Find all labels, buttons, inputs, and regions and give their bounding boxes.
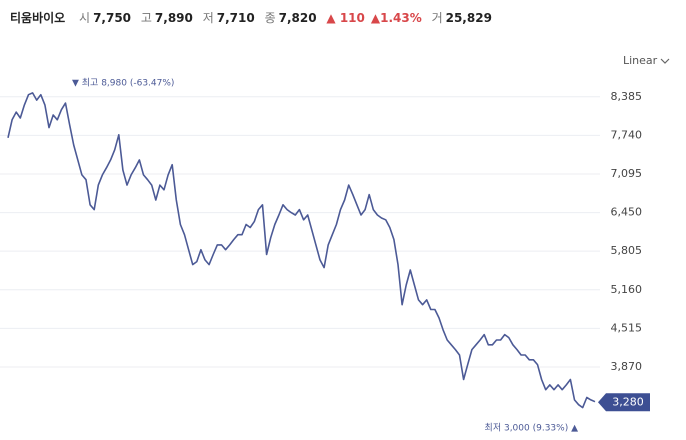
price-line xyxy=(7,92,596,409)
y-tick-label: 5,805 xyxy=(611,244,643,257)
current-price-box xyxy=(598,393,650,412)
high-annotation: ▼ 최고 8,980 (-63.47%) xyxy=(72,78,174,89)
low-annotation: 최저 3,000 (9.33%) ▲ xyxy=(485,423,579,434)
stat-label: 시 xyxy=(79,11,91,25)
y-tick-label: 8,385 xyxy=(611,90,643,103)
y-tick-label: 4,515 xyxy=(611,321,643,334)
current-price-label: 3,280 xyxy=(612,395,644,408)
stock-header: 티움바이오 시 7,750 고 7,890 저 7,710 종 7,820 ▲ 110 ▲… xyxy=(10,9,498,26)
stat-value: 7,890 xyxy=(154,11,193,25)
y-tick-label: 7,095 xyxy=(611,167,643,180)
change: ▲ 110 xyxy=(326,11,365,25)
chevron[interactable] xyxy=(660,58,670,64)
change-pct: ▲1.43% xyxy=(370,11,422,25)
volume: 25,829 xyxy=(445,11,492,25)
y-tick-label: 3,870 xyxy=(611,360,643,373)
stat-label: 종 xyxy=(264,11,276,25)
scale-toggle[interactable]: Linear xyxy=(623,54,670,67)
y-tick-label: 5,160 xyxy=(611,283,643,296)
y-tick-label: 7,740 xyxy=(611,128,643,141)
stat-label: 저 xyxy=(202,11,214,25)
stat-value: 7,820 xyxy=(278,11,317,25)
stat-value: 7,750 xyxy=(93,11,132,25)
scale-label[interactable]: Linear xyxy=(623,54,658,67)
stat-value: 7,710 xyxy=(216,11,255,25)
stat-label: 고 xyxy=(140,11,152,25)
y-tick-label: 6,450 xyxy=(611,206,643,219)
volume-label: 거 xyxy=(431,11,443,25)
stock-name: 티움바이오 xyxy=(10,11,66,25)
